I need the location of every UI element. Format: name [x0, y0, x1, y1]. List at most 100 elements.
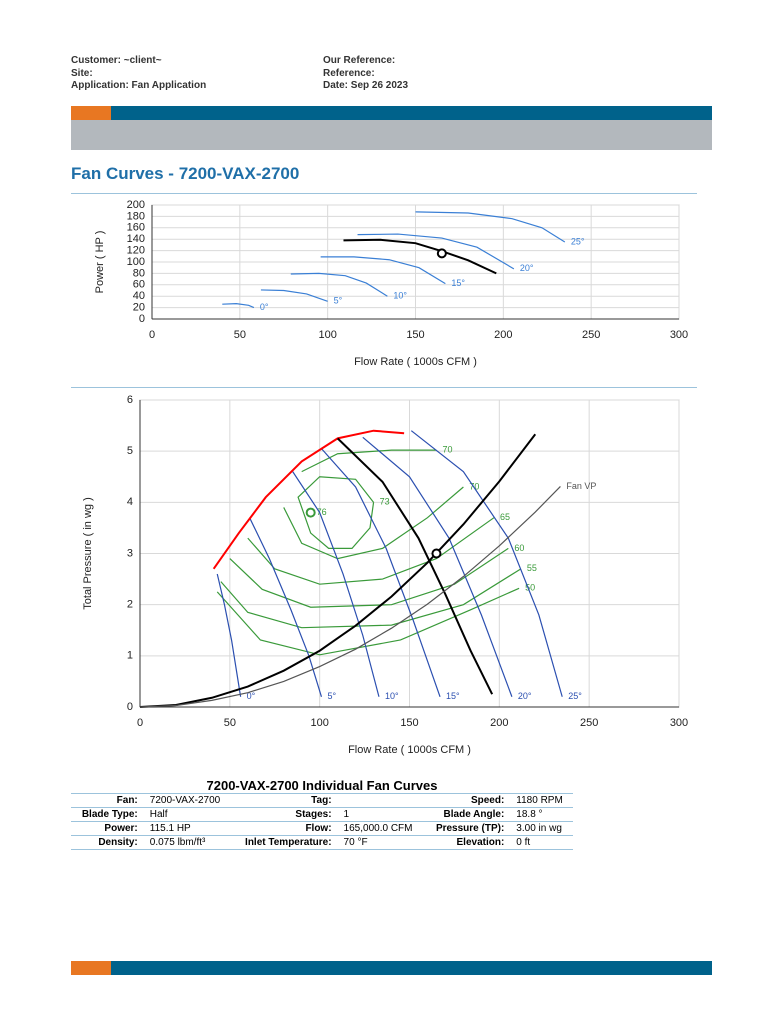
curve-label: 5°: [334, 296, 343, 306]
curve-label: 70: [442, 445, 452, 455]
curve: [297, 476, 375, 549]
y-tick-label: 100: [127, 256, 145, 268]
curve: [415, 211, 566, 243]
curve: [220, 568, 522, 629]
x-tick-label: 50: [224, 717, 236, 729]
field-value: Half: [143, 807, 233, 822]
header-field: Site:: [71, 67, 93, 79]
curve-label: 20°: [518, 691, 532, 701]
header-field: Application: Fan Application: [71, 80, 207, 91]
field-value: 1180 RPM: [510, 793, 573, 808]
curve-label: 70: [469, 481, 479, 491]
curve: [216, 587, 520, 656]
field-label: Pressure (TP):: [424, 821, 511, 836]
field-value: 7200-VAX-2700: [143, 793, 233, 808]
curve-label: 73: [380, 497, 390, 507]
y-tick-label: 40: [133, 290, 145, 302]
field-label: Elevation:: [424, 835, 511, 850]
header-right: Our Reference: Reference: Date: Sep 26 2…: [323, 55, 408, 93]
y-tick-label: 120: [127, 245, 145, 257]
y-tick-label: 4: [127, 496, 133, 508]
y-tick-label: 180: [127, 210, 145, 222]
curve: [320, 256, 446, 285]
x-tick-label: 300: [670, 329, 688, 341]
accent-bar: [111, 106, 712, 120]
y-tick-label: 160: [127, 222, 145, 234]
x-tick-label: 0: [149, 329, 155, 341]
table-row: Power: 115.1 HP Flow: 165,000.0 CFM Pressure…: [71, 821, 573, 836]
field-label: Flow:: [232, 821, 338, 836]
curve: [139, 486, 561, 708]
table-row: Blade Type: Half Stages: 1 Blade Angle: 18.8 …: [71, 807, 573, 822]
y-tick-label: 0: [139, 313, 145, 325]
page-title: Fan Curves - 7200-VAX-2700: [71, 164, 300, 183]
curve-label: 50: [525, 583, 535, 593]
curve-label: 15°: [446, 691, 460, 701]
curve-label: 10°: [393, 291, 407, 301]
table-row: Fan: 7200-VAX-2700 Tag: Speed: 1180 RPM: [71, 793, 573, 808]
y-tick-label: 140: [127, 233, 145, 245]
field-value: [337, 793, 425, 808]
curve: [260, 289, 328, 302]
field-label: Density:: [71, 835, 144, 850]
curve: [229, 547, 509, 608]
curve-label: 15°: [451, 278, 465, 288]
x-tick-label: 0: [137, 717, 143, 729]
y-tick-label: 200: [127, 199, 145, 211]
curve-label: 10°: [385, 691, 399, 701]
y-tick-label: 6: [127, 394, 133, 406]
x-tick-label: 100: [310, 717, 328, 729]
y-axis-label: Power ( HP ): [94, 231, 106, 294]
field-value: 0.075 lbm/ft³: [143, 835, 233, 850]
curve-label: 65: [500, 512, 510, 522]
table-row: Density: 0.075 lbm/ft³ Inlet Temperature: 7…: [71, 835, 573, 850]
field-label: Inlet Temperature:: [232, 835, 338, 850]
y-tick-label: 0: [127, 701, 133, 713]
point-marker: [431, 548, 442, 559]
spec-table: 7200-VAX-2700 Individual Fan Curves Fan:…: [71, 777, 573, 850]
x-axis-label: Flow Rate ( 1000s CFM ): [348, 744, 471, 756]
y-tick-label: 60: [133, 279, 145, 291]
curve-label: 5°: [327, 691, 336, 701]
header-field: Our Reference:: [323, 55, 396, 66]
curve: [362, 436, 513, 697]
table-title: 7200-VAX-2700 Individual Fan Curves: [71, 777, 573, 794]
x-tick-label: 150: [400, 717, 418, 729]
field-label: Fan:: [71, 793, 144, 808]
x-tick-label: 300: [670, 717, 688, 729]
curve: [222, 303, 255, 309]
curve: [321, 448, 441, 697]
accent-bar: [111, 961, 712, 975]
y-tick-label: 1: [127, 650, 133, 662]
x-tick-label: 50: [234, 329, 246, 341]
y-axis-label: Total Pressure ( in wg ): [82, 497, 94, 609]
curve-label: Fan VP: [566, 481, 596, 491]
accent-bar: [71, 106, 111, 120]
y-tick-label: 80: [133, 267, 145, 279]
y-tick-label: 20: [133, 302, 145, 314]
header-field: Customer: ~client~: [71, 55, 162, 66]
x-tick-label: 200: [494, 329, 512, 341]
curve: [216, 573, 242, 697]
curve: [247, 517, 495, 585]
curve: [290, 272, 388, 297]
x-tick-label: 250: [582, 329, 600, 341]
curve-label: 0°: [247, 691, 256, 701]
field-label: Tag:: [232, 793, 338, 808]
curve-label: 20°: [520, 263, 534, 273]
field-label: Power:: [71, 821, 144, 836]
x-tick-label: 200: [490, 717, 508, 729]
x-tick-label: 100: [318, 329, 336, 341]
curve: [283, 486, 464, 560]
curve: [292, 471, 380, 697]
field-label: Blade Angle:: [424, 807, 511, 822]
field-label: Stages:: [232, 807, 338, 822]
field-value: 115.1 HP: [143, 821, 233, 836]
x-tick-label: 250: [580, 717, 598, 729]
y-tick-label: 5: [127, 445, 133, 457]
accent-bar: [71, 961, 111, 975]
x-tick-label: 150: [406, 329, 424, 341]
curve-label: 55: [527, 563, 537, 573]
point-marker: [436, 248, 447, 259]
